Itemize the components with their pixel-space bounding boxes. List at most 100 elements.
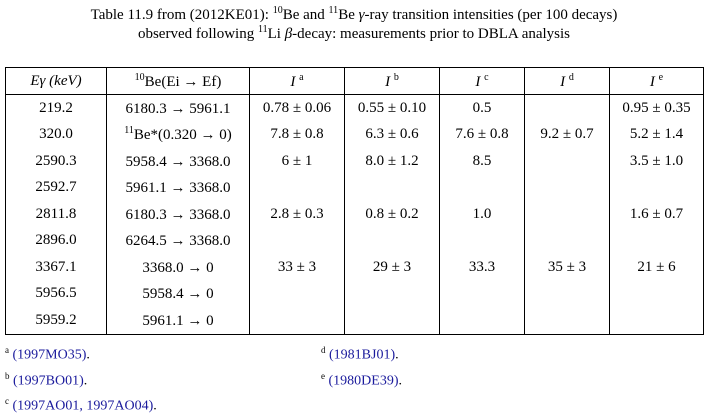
cell-intensity-e: 5.2 ± 1.4 — [609, 121, 704, 148]
cell-intensity-b: 8.0 ± 1.2 — [344, 148, 440, 175]
header-intensity-e: I e — [609, 67, 704, 95]
cell-transition: 3368.0 → 0 — [106, 254, 250, 281]
table-row: 2811.8 6180.3 → 3368.0 2.8 ± 0.3 0.8 ± 0… — [5, 201, 704, 228]
cell-energy: 5956.5 — [5, 280, 107, 307]
header-intensity-c: I c — [439, 67, 525, 95]
table-row: 2896.0 6264.5 → 3368.0 — [5, 227, 704, 254]
cell-intensity-d — [524, 307, 610, 335]
cell-intensity-e: 1.6 ± 0.7 — [609, 201, 704, 228]
transition-text: 6264.5 → 3368.0 — [125, 233, 231, 250]
footnote-punctuation: . — [395, 347, 399, 363]
cell-energy: 219.2 — [5, 94, 107, 122]
cell-intensity-a — [249, 307, 345, 335]
table-row: 3367.1 3368.0 → 0 33 ± 3 29 ± 3 33.3 35 … — [5, 254, 704, 281]
cell-intensity-b: 6.3 ± 0.6 — [344, 121, 440, 148]
caption-text: Be and — [282, 7, 329, 23]
cell-intensity-d: 35 ± 3 — [524, 254, 610, 281]
footnote-mark: c — [5, 396, 9, 407]
cell-energy: 2896.0 — [5, 227, 107, 254]
reference-link[interactable]: (1997AO01, 1997AO04) — [12, 398, 154, 414]
caption-text: Be — [338, 7, 359, 23]
cell-energy: 320.0 — [5, 121, 107, 148]
transition-text: 3368.0 → 0 — [142, 259, 214, 276]
transition-text: 5961.1 → 3368.0 — [125, 180, 231, 197]
footnote-mark: a — [5, 345, 9, 355]
cell-energy: 3367.1 — [5, 254, 107, 281]
header-energy-label: Eγ (keV) — [30, 72, 82, 89]
cell-intensity-b — [344, 227, 440, 254]
caption-text: -ray transition intensities (per 100 dec… — [364, 7, 618, 23]
footnote-a: a (1997MO35). — [5, 340, 305, 366]
table-row: 2592.7 5961.1 → 3368.0 — [5, 174, 704, 201]
footnote-mark: d — [568, 71, 574, 83]
footnote-punctuation: . — [86, 347, 90, 363]
cell-intensity-c: 7.6 ± 0.8 — [439, 121, 525, 148]
caption-text: Li — [267, 26, 285, 42]
cell-transition: 5958.4 → 3368.0 — [106, 148, 250, 175]
cell-transition: 6264.5 → 3368.0 — [106, 227, 250, 254]
intensity-symbol: I — [560, 73, 566, 90]
transition-text: 6180.3 → 5961.1 — [125, 100, 231, 117]
cell-intensity-e — [609, 280, 704, 307]
footnote-punctuation: . — [83, 373, 88, 389]
intensity-symbol: I — [290, 73, 296, 90]
gamma-symbol: γ — [358, 7, 365, 23]
cell-intensity-a: 33 ± 3 — [249, 254, 345, 281]
caption-text: Table 11.9 from (2012KE01): — [90, 7, 273, 23]
cell-transition: 5958.4 → 0 — [106, 280, 250, 307]
footnote-mark: e — [321, 370, 325, 381]
transition-text: 5961.1 → 0 — [142, 312, 214, 329]
header-transition-label: Be(Ei → Ef) — [144, 73, 222, 90]
footnotes-left-column: a (1997MO35). b (1997BO01). c (1997AO01,… — [5, 340, 305, 417]
header-intensity-a: I a — [249, 67, 345, 95]
mass-number: 10 — [272, 5, 283, 16]
cell-intensity-a: 2.8 ± 0.3 — [249, 201, 345, 228]
cell-intensity-c: 33.3 — [439, 254, 525, 281]
cell-intensity-a — [249, 280, 345, 307]
cell-intensity-c: 8.5 — [439, 148, 525, 175]
reference-link[interactable]: (1997BO01) — [13, 373, 84, 389]
cell-intensity-c — [439, 307, 525, 335]
table-caption: Table 11.9 from (2012KE01): 10Be and 11B… — [0, 6, 708, 44]
intensity-symbol: I — [649, 73, 655, 90]
table-row: 2590.3 5958.4 → 3368.0 6 ± 1 8.0 ± 1.2 8… — [5, 148, 704, 175]
cell-intensity-e — [609, 227, 704, 254]
intensity-symbol: I — [475, 73, 481, 90]
cell-intensity-e: 0.95 ± 0.35 — [609, 94, 704, 122]
footnote-mark: c — [484, 71, 489, 83]
mass-number: 11 — [124, 125, 134, 137]
footnote-mark: a — [299, 71, 304, 83]
cell-intensity-c: 0.5 — [439, 94, 525, 122]
cell-transition: 6180.3 → 3368.0 — [106, 201, 250, 228]
transition-text: 5958.4 → 3368.0 — [125, 153, 231, 170]
footnote-mark: e — [658, 71, 664, 83]
mass-number: 10 — [134, 71, 145, 83]
header-energy: Eγ (keV) — [5, 67, 107, 95]
caption-text: -decay: measurements prior to DBLA analy… — [292, 26, 571, 42]
intensity-table: Eγ (keV) 10Be(Ei → Ef) I a I b I c I d I… — [5, 67, 704, 335]
cell-intensity-c — [439, 174, 525, 201]
footnote-punctuation: . — [398, 373, 403, 389]
cell-intensity-e — [609, 307, 704, 335]
cell-intensity-b — [344, 307, 440, 335]
table-row: 5959.2 5961.1 → 0 — [5, 307, 704, 335]
cell-transition: 11Be*(0.320 → 0) — [106, 121, 250, 148]
transition-text: Be*(0.320 → 0) — [133, 127, 232, 144]
reference-link[interactable]: (1997MO35) — [12, 347, 87, 363]
cell-intensity-b: 29 ± 3 — [344, 254, 440, 281]
cell-intensity-e: 21 ± 6 — [609, 254, 704, 281]
reference-link[interactable]: (1980DE39) — [328, 373, 399, 389]
caption-line-2: observed following 11Li β-decay: measure… — [0, 25, 708, 44]
cell-intensity-a — [249, 174, 345, 201]
cell-intensity-c — [439, 227, 525, 254]
reference-link[interactable]: (1981BJ01) — [329, 347, 396, 363]
header-row: Eγ (keV) 10Be(Ei → Ef) I a I b I c I d I… — [5, 67, 704, 95]
cell-intensity-d — [524, 174, 610, 201]
footnote-mark: d — [321, 345, 326, 355]
caption-text: observed following — [137, 26, 258, 42]
header-intensity-b: I b — [344, 67, 440, 95]
cell-energy: 2590.3 — [5, 148, 107, 175]
caption-line-1: Table 11.9 from (2012KE01): 10Be and 11B… — [0, 6, 708, 25]
cell-intensity-d — [524, 94, 610, 122]
footnote-d: d (1981BJ01). — [321, 340, 621, 366]
